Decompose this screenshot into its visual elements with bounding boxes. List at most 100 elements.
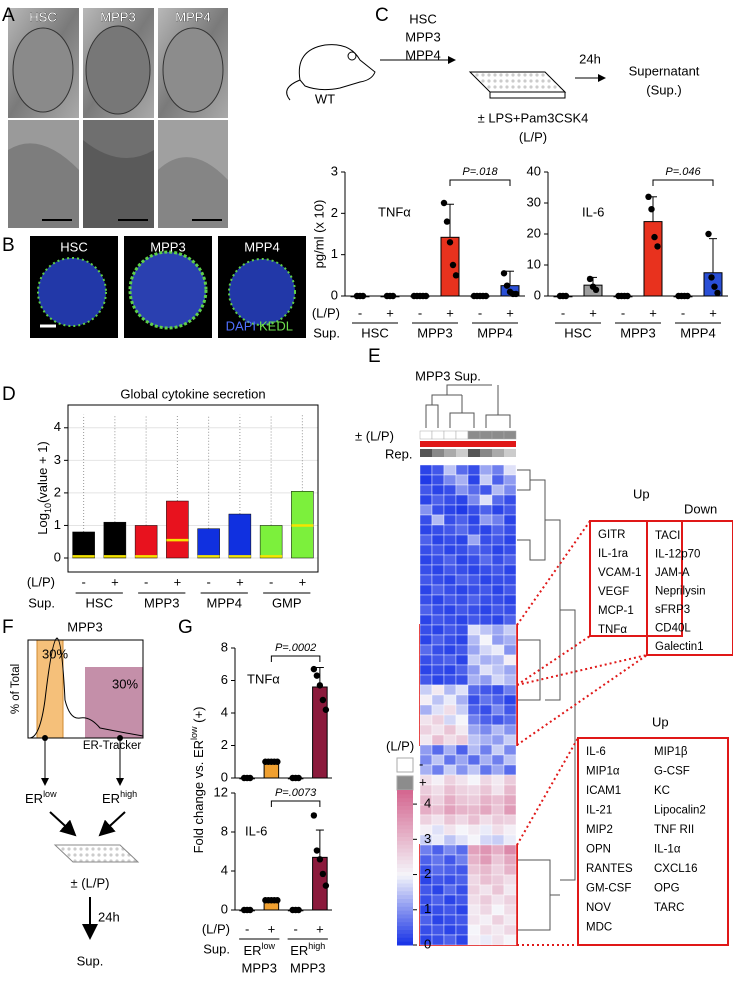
y-tick-label: 2 [54, 484, 61, 499]
callout-item: CD40L [655, 623, 691, 635]
heatmap-cell [503, 474, 517, 486]
histogram-title: MPP3 [67, 619, 102, 634]
heatmap-cell [443, 554, 457, 566]
heatmap-cell [419, 584, 433, 596]
data-point [313, 672, 321, 679]
colorbar-step [397, 797, 413, 803]
heatmap-cell [419, 534, 433, 546]
heatmap-cell [491, 874, 505, 886]
data-point [295, 906, 302, 914]
data-point [654, 243, 661, 250]
annotation-cell [432, 449, 444, 457]
heatmap-cell [431, 464, 445, 476]
heatmap-cell [479, 794, 493, 806]
heatmap-cell [443, 524, 457, 536]
group-label: HSC [564, 325, 591, 340]
heatmap-cell [443, 794, 457, 806]
heatmap-cell [479, 714, 493, 726]
chart-title: Global cytokine secretion [120, 386, 265, 401]
heatmap-cell [443, 634, 457, 646]
data-point [624, 292, 631, 300]
heatmap-cell [503, 764, 517, 776]
data-point [422, 292, 430, 300]
heatmap-cell [455, 804, 469, 816]
annotation-cell [504, 441, 516, 447]
heatmap-cell [479, 934, 493, 946]
heatmap-cell [455, 744, 469, 756]
heatmap-cell [467, 504, 481, 516]
heatmap-cell [443, 774, 457, 786]
group-label: MPP3 [417, 325, 452, 340]
callout-item: VCAM-1 [598, 567, 641, 579]
group-label: GMP [272, 595, 302, 610]
heatmap-cell [503, 484, 517, 496]
panel-label: A [2, 5, 15, 26]
heatmap-cell [503, 674, 517, 686]
heatmap-cell [503, 644, 517, 656]
heatmap-cell [431, 554, 445, 566]
heatmap-cell [419, 604, 433, 616]
heatmap-cell [443, 904, 457, 916]
heatmap-cell [503, 884, 517, 896]
treatment-label: (L/P) [519, 129, 547, 144]
heatmap-cell [503, 844, 517, 856]
y-tick-label: 1 [54, 517, 61, 532]
data-point [449, 261, 457, 269]
heatmap-cell [479, 724, 493, 736]
heatmap-cell [467, 874, 481, 886]
heatmap-cell [491, 844, 505, 856]
callout-item: TNF RII [654, 824, 694, 836]
heatmap-cell [467, 514, 481, 526]
heatmap-cell [455, 504, 469, 516]
heatmap-cell [503, 934, 517, 946]
heatmap-cell [491, 564, 505, 576]
heatmap-cell [443, 864, 457, 876]
heatmap-cell [455, 924, 469, 936]
callout-item: GM-CSF [586, 883, 631, 895]
y-tick-label: 0 [331, 287, 338, 302]
heatmap-cell [431, 914, 445, 926]
heatmap-cell [455, 524, 469, 536]
heatmap-cell [479, 894, 493, 906]
annotation-cell [419, 430, 433, 440]
colorbar-step [397, 844, 413, 849]
annotation-cell [468, 449, 480, 457]
heatmap-cell [479, 754, 493, 766]
heatmap-cell [431, 754, 445, 766]
heatmap-cell [419, 674, 433, 686]
group-label: MPP3 [242, 960, 277, 975]
heatmap-cell [479, 674, 493, 686]
heatmap-cell [479, 694, 493, 706]
heatmap-cell [503, 734, 517, 746]
heatmap-cell [419, 684, 433, 696]
heatmap-cell [503, 924, 517, 936]
cell-label: HSC [409, 11, 436, 26]
annotation-cell [480, 449, 492, 457]
annotation-cell [480, 441, 492, 447]
treatment-label: ± (L/P) [71, 875, 110, 890]
p-value: P=.046 [665, 166, 701, 178]
heatmap-cell [443, 514, 457, 526]
heatmap-cell [431, 764, 445, 776]
heatmap-cell [419, 574, 433, 586]
histogram [27, 637, 144, 940]
heatmap-cell [443, 814, 457, 826]
heatmap-cell [479, 844, 493, 856]
heatmap-cell [455, 584, 469, 596]
cell-label: MPP4 [405, 47, 440, 62]
colorbar-step [397, 883, 413, 888]
y-tick-label: 6 [221, 672, 228, 687]
y-tick-label: 0 [54, 549, 61, 564]
heatmap-cell [479, 864, 493, 876]
heatmap-cell [479, 634, 493, 646]
heatmap-cell [443, 484, 457, 496]
callout-item: IL-1ra [598, 548, 629, 560]
heatmap-cell [467, 604, 481, 616]
panel-label: E [368, 346, 381, 367]
heatmap-cell [455, 534, 469, 546]
heatmap-cell [467, 904, 481, 916]
heatmap-cell [503, 874, 517, 886]
heatmap-cell [443, 694, 457, 706]
p-value: P=.018 [462, 166, 498, 178]
heatmap-cell [467, 524, 481, 536]
